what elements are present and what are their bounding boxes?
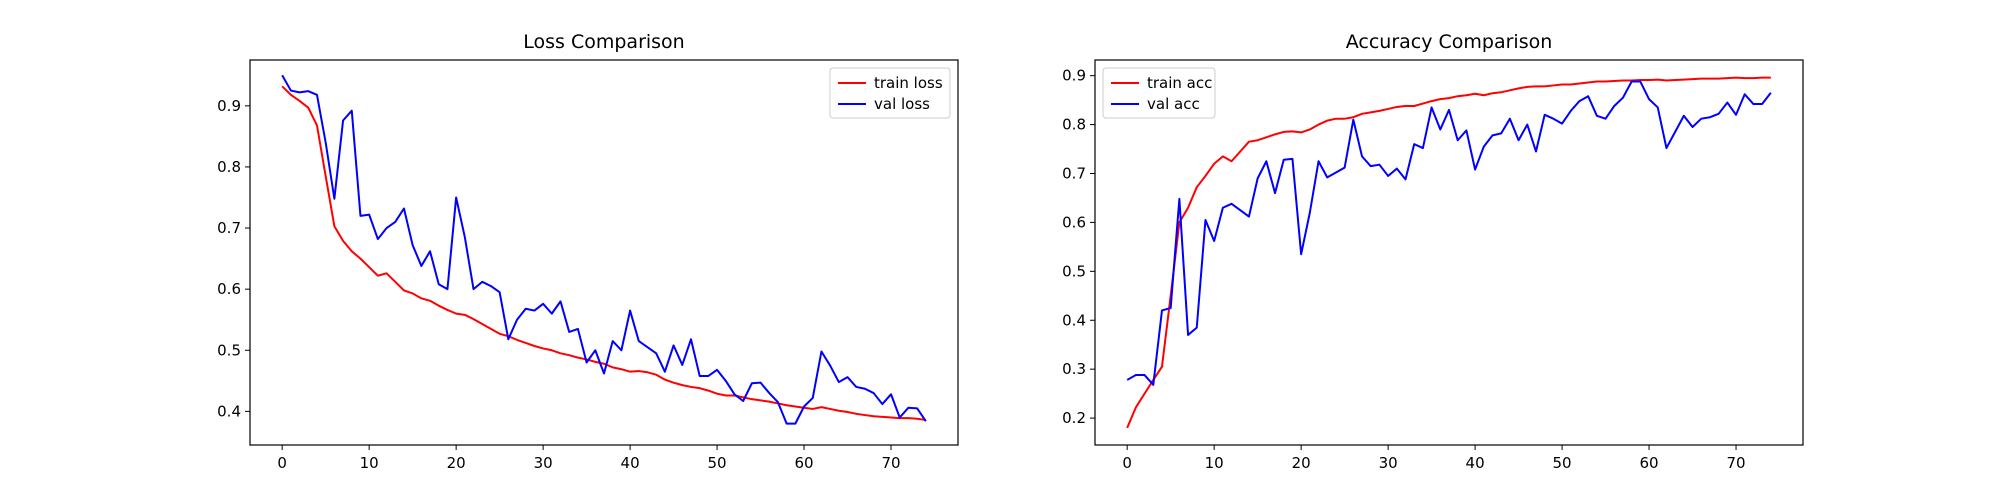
x-tick-label: 0 [1122, 454, 1132, 472]
x-tick-label: 70 [1726, 454, 1745, 472]
legend-label: val acc [1147, 95, 1200, 113]
series-line-train-acc [1126, 76, 1771, 429]
y-tick-label: 0.5 [217, 341, 241, 359]
x-tick-label: 20 [447, 454, 466, 472]
series-line-val-acc [1126, 80, 1772, 386]
x-tick-label: 20 [1292, 454, 1311, 472]
legend: train acc val acc [1102, 67, 1216, 119]
y-tick-label: 0.7 [217, 219, 241, 237]
y-tick-label: 0.4 [1062, 311, 1086, 329]
y-tick-label: 0.9 [217, 97, 241, 115]
x-tick-label: 10 [1205, 454, 1224, 472]
loss-chart: Loss Comparison 0 10 20 30 40 50 60 70 0.4 0.5 0.6 0… [217, 31, 959, 472]
y-tick-label: 0.2 [1062, 409, 1086, 427]
x-tick-label: 70 [881, 454, 900, 472]
legend-label: train loss [874, 74, 943, 92]
series-line-val-loss [281, 74, 927, 425]
legend-box [829, 67, 951, 119]
x-tick-label: 30 [1379, 454, 1398, 472]
x-tick-label: 50 [708, 454, 727, 472]
chart-title: Accuracy Comparison [1346, 31, 1553, 53]
legend-label: val loss [874, 95, 930, 113]
y-tick-label: 0.6 [1062, 213, 1086, 231]
y-tick-label: 0.9 [1062, 67, 1086, 85]
legend-label: train acc [1147, 74, 1212, 92]
y-tick-label: 0.7 [1062, 164, 1086, 182]
chart-title: Loss Comparison [523, 31, 684, 53]
x-tick-label: 40 [1466, 454, 1485, 472]
plot-frame [249, 59, 959, 446]
x-tick-label: 50 [1553, 454, 1572, 472]
legend: train loss val loss [829, 67, 951, 119]
x-tick-label: 60 [795, 454, 814, 472]
y-tick-label: 0.5 [1062, 262, 1086, 280]
accuracy-chart: Accuracy Comparison 0 10 20 30 40 50 60 70 0.2 0.3… [1062, 31, 1804, 472]
x-tick-label: 60 [1640, 454, 1659, 472]
x-tick-label: 0 [277, 454, 287, 472]
plot-frame [1094, 59, 1804, 446]
x-tick-label: 10 [360, 454, 379, 472]
y-tick-label: 0.8 [1062, 116, 1086, 134]
y-tick-label: 0.6 [217, 280, 241, 298]
y-tick-label: 0.8 [217, 158, 241, 176]
y-tick-label: 0.3 [1062, 360, 1086, 378]
series-line-train-loss [281, 85, 926, 421]
legend-box [1102, 67, 1216, 119]
y-tick-label: 0.4 [217, 402, 241, 420]
x-tick-label: 40 [621, 454, 640, 472]
x-tick-label: 30 [534, 454, 553, 472]
